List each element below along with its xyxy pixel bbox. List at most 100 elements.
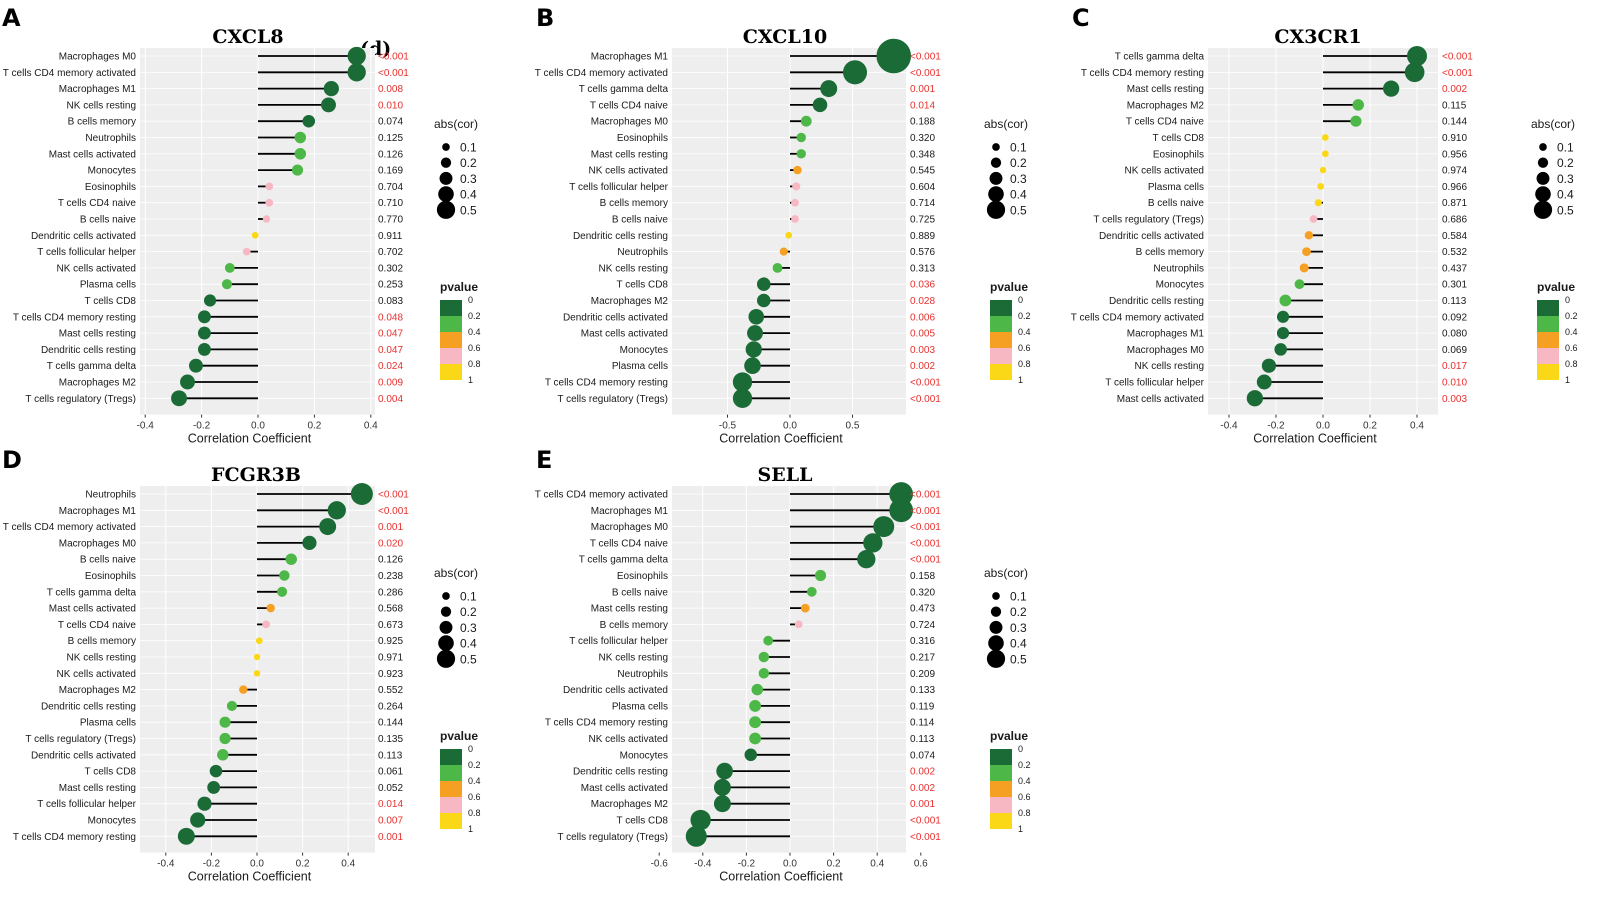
- pvalue-label: 0.144: [1442, 117, 1467, 128]
- color-legend-swatch: [440, 781, 462, 797]
- lollipop-point: [351, 483, 373, 505]
- size-legend-value: 0.4: [460, 188, 477, 202]
- lollipop-point: [254, 670, 260, 676]
- category-label: T cells CD4 memory resting: [545, 718, 668, 729]
- category-label: T cells CD4 memory activated: [3, 68, 136, 79]
- pvalue-label: 0.702: [378, 247, 403, 258]
- lollipop-point: [1279, 295, 1291, 307]
- lollipop-point: [752, 684, 764, 696]
- lollipop-point: [757, 277, 771, 291]
- pvalue-label: 0.725: [910, 215, 935, 226]
- lollipop-point: [1405, 62, 1425, 82]
- pvalue-label: 0.005: [910, 329, 935, 340]
- size-legend-dot: [1538, 158, 1548, 168]
- pvalue-label: 0.925: [378, 636, 403, 647]
- pvalue-label: 0.158: [910, 571, 935, 582]
- pvalue-label: 0.113: [378, 750, 403, 761]
- color-legend-swatch: [990, 316, 1012, 332]
- chart-title: CX3CR1: [1274, 26, 1361, 48]
- category-label: T cells follicular helper: [37, 247, 136, 258]
- color-legend-tick: 0.6: [1018, 343, 1031, 353]
- pvalue-label: 0.910: [1442, 133, 1467, 144]
- legend: abs(cor)0.10.20.30.40.5pvalue00.20.40.60…: [1531, 117, 1578, 385]
- color-legend-swatch: [1537, 364, 1559, 380]
- x-tick-label: -0.4: [1220, 421, 1238, 432]
- x-tick-label: 0.4: [1410, 421, 1424, 432]
- category-label: B cells memory: [68, 117, 136, 128]
- category-label: Mast cells resting: [591, 149, 668, 160]
- lollipop-point: [321, 97, 336, 112]
- category-label: Neutrophils: [85, 133, 136, 144]
- pvalue-label: 0.069: [1442, 345, 1467, 356]
- lollipop-point: [189, 359, 203, 373]
- category-label: T cells CD4 memory resting: [1081, 68, 1204, 79]
- lollipop-point: [252, 232, 259, 239]
- x-tick-label: -0.4: [694, 859, 712, 870]
- pvalue-label: 0.001: [910, 84, 935, 95]
- color-legend-tick: 0.2: [1018, 760, 1031, 770]
- category-label: Macrophages M2: [59, 378, 137, 389]
- color-legend-swatch: [440, 348, 462, 364]
- category-label: Eosinophils: [85, 182, 136, 193]
- color-legend-tick: 1: [1018, 824, 1023, 834]
- color-legend-tick: 0.2: [468, 760, 481, 770]
- pvalue-label: <0.001: [378, 52, 409, 63]
- category-label: Plasma cells: [1148, 182, 1204, 193]
- size-legend-value: 0.2: [460, 605, 477, 619]
- category-label: Plasma cells: [80, 718, 136, 729]
- size-legend-value: 0.1: [1557, 141, 1574, 155]
- color-legend-tick: 0.2: [1018, 311, 1031, 321]
- lollipop-point: [190, 812, 205, 827]
- lollipop-point: [279, 570, 289, 580]
- size-legend-value: 0.2: [1010, 605, 1027, 619]
- lollipop-point: [263, 215, 270, 222]
- color-legend-title: pvalue: [990, 729, 1028, 743]
- lollipop-point: [303, 115, 316, 128]
- pvalue-label: 0.009: [378, 378, 403, 389]
- pvalue-label: 0.052: [378, 783, 403, 794]
- pvalue-label: 0.028: [910, 296, 935, 307]
- pvalue-label: <0.001: [910, 68, 941, 79]
- lollipop-point: [714, 795, 731, 812]
- panel-d: DFCGR3BNeutrophils <0.001Macrophages M1 <0…: [2, 446, 409, 884]
- color-legend-tick: 0.8: [468, 359, 481, 369]
- lollipop-point: [749, 733, 761, 745]
- category-label: Eosinophils: [617, 133, 668, 144]
- size-legend-dot: [992, 592, 1000, 600]
- x-tick-label: 0.2: [1363, 421, 1377, 432]
- panel-label: C: [1072, 4, 1090, 32]
- pvalue-label: 0.115: [1442, 100, 1467, 111]
- color-legend-swatch: [1537, 332, 1559, 348]
- category-label: T cells follicular helper: [1105, 378, 1204, 389]
- category-label: B cells memory: [600, 198, 668, 209]
- lollipop-point: [773, 263, 783, 273]
- pvalue-label: 0.966: [1442, 182, 1467, 193]
- size-legend-value: 0.4: [460, 637, 477, 651]
- lollipop-point: [256, 637, 263, 644]
- pvalue-label: 0.971: [378, 653, 403, 664]
- category-label: Dendritic cells activated: [31, 231, 136, 242]
- pvalue-label: 0.126: [378, 555, 403, 566]
- pvalue-label: 0.024: [378, 361, 403, 372]
- pvalue-label: 0.871: [1442, 198, 1467, 209]
- color-legend-swatch: [440, 300, 462, 316]
- lollipop-point: [1315, 199, 1322, 206]
- pvalue-label: 0.209: [910, 669, 935, 680]
- category-label: T cells CD8: [85, 296, 137, 307]
- size-legend-value: 0.5: [460, 652, 477, 666]
- lollipop-point: [220, 717, 231, 728]
- category-label: T cells CD4 naive: [590, 100, 669, 111]
- lollipop-point: [204, 294, 216, 306]
- lollipop-point: [791, 215, 799, 223]
- size-legend-dot: [438, 635, 454, 651]
- color-legend-tick: 0.4: [468, 327, 481, 337]
- pvalue-label: 0.320: [910, 133, 935, 144]
- lollipop-point: [1320, 167, 1326, 173]
- category-label: Macrophages M1: [1127, 329, 1205, 340]
- panel-e: E SELL T cells CD4 memory activated <0.001 M…: [535, 446, 942, 884]
- category-label: NK cells resting: [599, 263, 668, 274]
- category-label: Plasma cells: [612, 361, 668, 372]
- category-label: T cells follicular helper: [37, 799, 136, 810]
- pvalue-label: 0.568: [378, 604, 403, 615]
- pvalue-label: 0.923: [378, 669, 403, 680]
